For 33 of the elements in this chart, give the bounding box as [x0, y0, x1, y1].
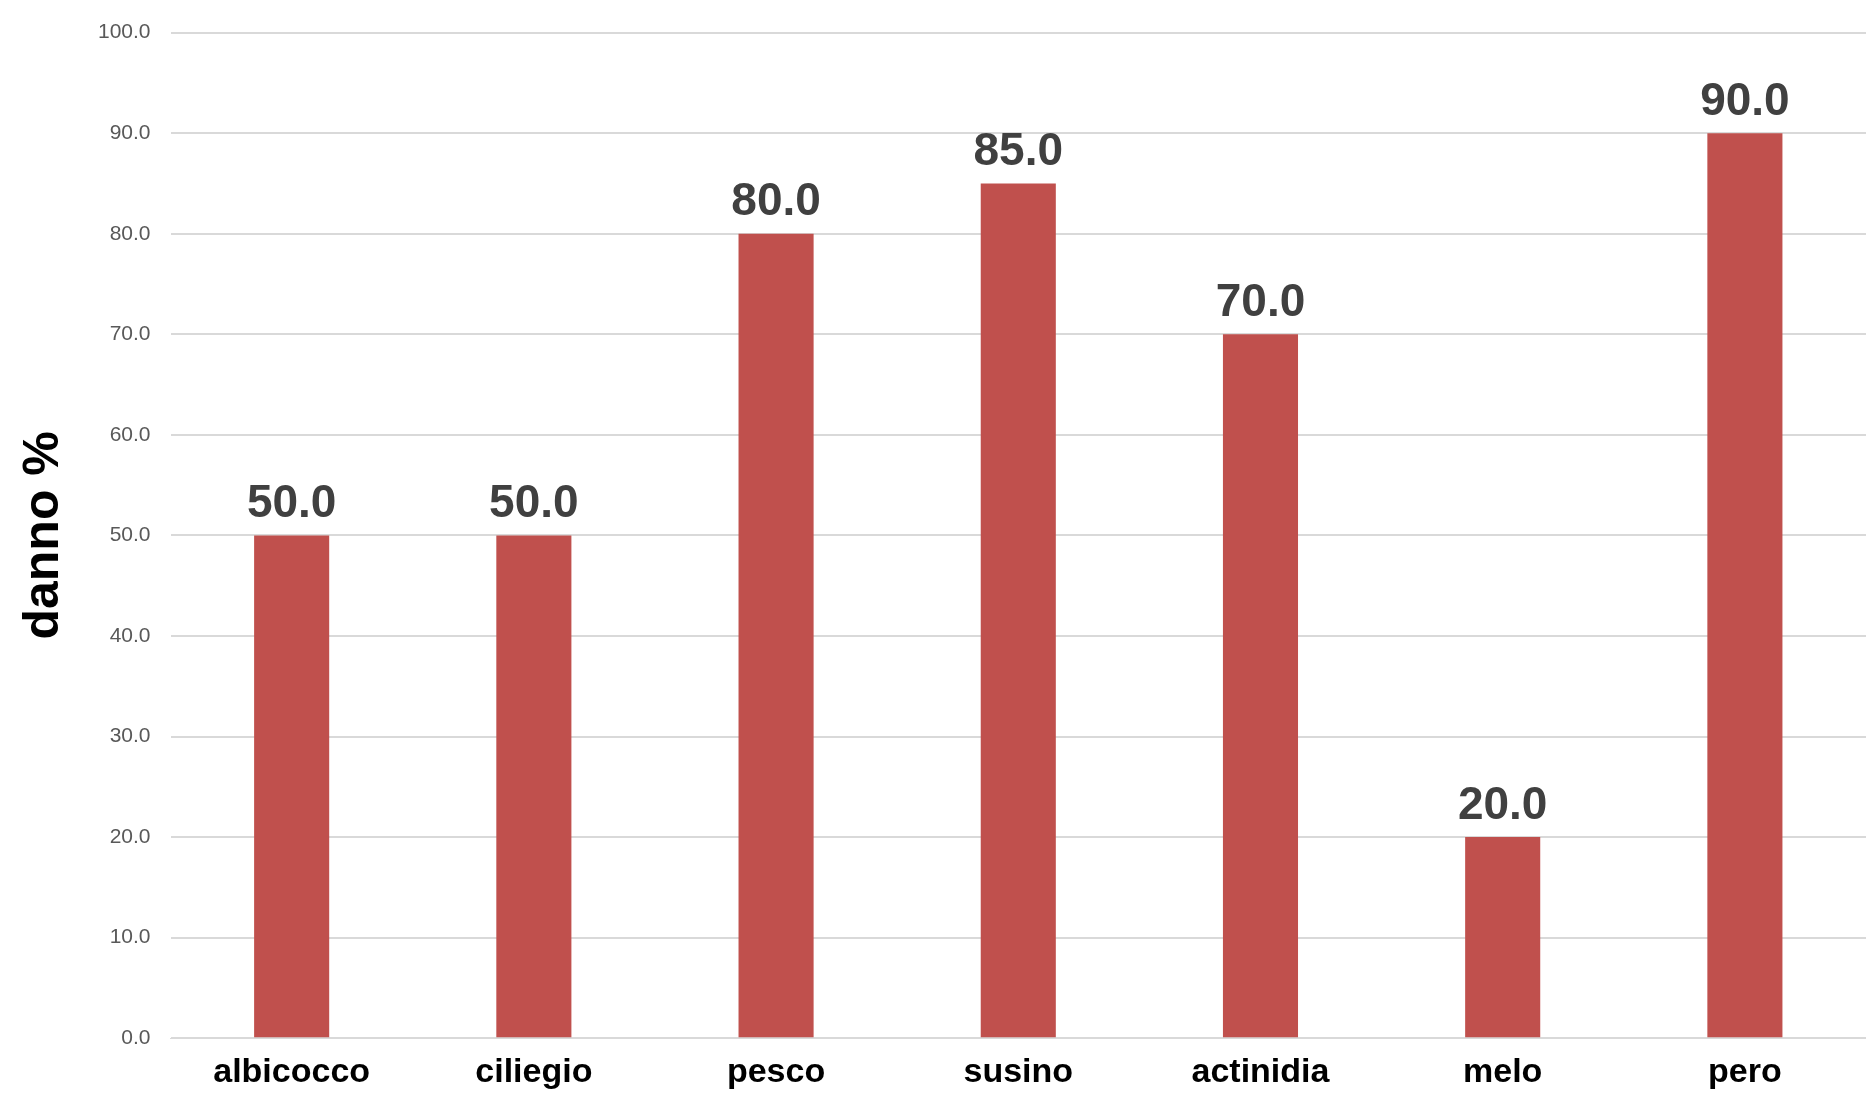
data-label: 80.0 [731, 173, 821, 226]
y-tick-label: 10.0 [109, 924, 151, 948]
bar [1707, 133, 1783, 1038]
y-tick-label: 100.0 [97, 19, 151, 43]
y-tick-label: 80.0 [109, 220, 151, 244]
bar [980, 183, 1056, 1038]
bar [254, 535, 330, 1038]
x-tick-label: melo [1463, 1050, 1543, 1089]
data-label: 90.0 [1700, 72, 1790, 125]
x-tick-label: pero [1708, 1050, 1782, 1089]
y-tick-label: 90.0 [109, 119, 151, 143]
x-tick-label: susino [963, 1050, 1074, 1089]
data-label: 20.0 [1457, 776, 1548, 829]
bar [1465, 837, 1541, 1038]
data-label: 85.0 [973, 123, 1064, 176]
x-tick-label: pesco [726, 1050, 826, 1089]
y-tick-label: 50.0 [109, 522, 151, 546]
y-tick-label: 30.0 [109, 723, 151, 747]
bar [496, 535, 572, 1038]
x-tick-label: ciliegio [475, 1050, 593, 1089]
y-tick-label: 40.0 [109, 622, 151, 646]
y-axis-title: danno % [12, 431, 69, 640]
data-label: 50.0 [246, 475, 337, 528]
bar [1222, 334, 1299, 1038]
bar [738, 233, 814, 1038]
data-label: 70.0 [1215, 273, 1306, 326]
x-tick-label: actinidia [1191, 1050, 1331, 1089]
y-tick-label: 60.0 [109, 421, 151, 445]
y-tick-label: 70.0 [109, 321, 151, 345]
y-tick-label: 20.0 [109, 823, 151, 847]
data-label: 50.0 [489, 475, 579, 528]
y-tick-label: 0.0 [121, 1025, 151, 1048]
x-tick-label: albicocco [213, 1050, 371, 1089]
